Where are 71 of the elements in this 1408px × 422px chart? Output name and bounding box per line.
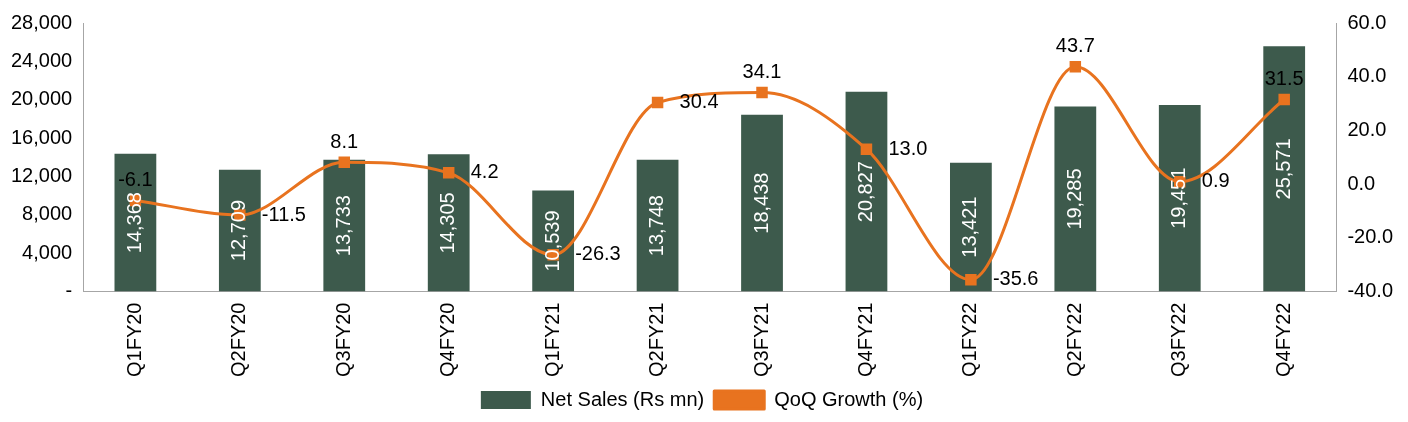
y-tick-label: - — [65, 279, 73, 302]
x-tick-label: Q4FY21 — [853, 302, 876, 377]
data-label: 25,571 — [1271, 138, 1294, 200]
y2-tick-label: 60.0 — [1347, 10, 1387, 33]
data-label: 12,709 — [227, 199, 250, 262]
y2-tick-label: 0.0 — [1347, 171, 1376, 194]
data-label: 18,438 — [749, 172, 772, 234]
y-tick-label: 24,000 — [11, 48, 73, 71]
legend-label: QoQ Growth (%) — [774, 387, 924, 410]
data-label: 13,733 — [331, 195, 354, 257]
x-tick-label: Q3FY21 — [749, 302, 772, 377]
x-tick-label: Q4FY22 — [1271, 302, 1294, 377]
bar — [741, 114, 783, 292]
data-label: 10,539 — [540, 210, 563, 272]
point — [651, 96, 664, 109]
y2-tick-label: 40.0 — [1347, 64, 1387, 87]
legend-label: Net Sales (Rs mn) — [540, 387, 705, 410]
data-label: 19,285 — [1062, 168, 1085, 230]
point — [1069, 61, 1082, 73]
data-label: 31.5 — [1264, 67, 1304, 90]
x-tick-label: Q3FY22 — [1167, 302, 1190, 377]
x-tick-label: Q2FY21 — [645, 302, 668, 377]
data-label: 14,305 — [436, 192, 459, 254]
data-label: 13,421 — [958, 196, 981, 258]
y2-tick-label: -20.0 — [1347, 225, 1394, 248]
bar — [1054, 106, 1097, 292]
data-label: 14,368 — [122, 192, 145, 254]
data-label: 13.0 — [888, 136, 928, 159]
bar — [845, 91, 888, 292]
data-label: 0.9 — [1201, 169, 1230, 192]
data-label: 8.1 — [330, 129, 359, 152]
x-tick-label: Q2FY20 — [227, 302, 250, 377]
bar — [218, 169, 261, 292]
data-label: -6.1 — [118, 168, 153, 191]
y-tick-label: 20,000 — [11, 87, 73, 110]
x-tick-label: Q1FY22 — [958, 302, 981, 377]
data-label: -35.6 — [992, 267, 1039, 290]
y-tick-label: 12,000 — [11, 163, 73, 186]
data-label: -11.5 — [261, 202, 306, 225]
y2-tick-label: -40.0 — [1347, 279, 1394, 302]
x-tick-label: Q4FY20 — [436, 302, 459, 377]
y-tick-label: 4,000 — [22, 240, 73, 263]
point — [756, 86, 768, 99]
data-label: 4.2 — [470, 160, 499, 183]
bar — [636, 159, 679, 292]
bar — [1263, 46, 1306, 292]
x-tick-label: Q2FY22 — [1062, 302, 1085, 377]
data-label: 19,451 — [1167, 167, 1190, 229]
bar — [427, 154, 470, 292]
point — [965, 273, 977, 286]
point — [338, 156, 351, 169]
bar — [532, 190, 575, 292]
bar — [323, 159, 366, 292]
y-tick-label: 8,000 — [22, 202, 73, 225]
data-label: 43.7 — [1055, 34, 1095, 57]
data-label: 30.4 — [679, 90, 719, 112]
x-tick-label: Q1FY21 — [540, 302, 563, 377]
data-label: -26.3 — [575, 242, 621, 265]
data-label: 20,827 — [853, 161, 876, 223]
y2-tick-label: 20.0 — [1347, 117, 1387, 140]
data-label: 34.1 — [742, 60, 782, 83]
data-label: 13,748 — [645, 195, 668, 257]
x-tick-label: Q1FY20 — [122, 302, 145, 377]
y-tick-label: 28,000 — [11, 10, 73, 33]
point — [860, 143, 873, 155]
x-tick-label: Q3FY20 — [331, 302, 354, 377]
point — [1278, 93, 1290, 106]
bar — [1158, 104, 1201, 292]
point — [442, 167, 455, 179]
bar — [950, 162, 992, 292]
y-tick-label: 16,000 — [11, 125, 73, 148]
